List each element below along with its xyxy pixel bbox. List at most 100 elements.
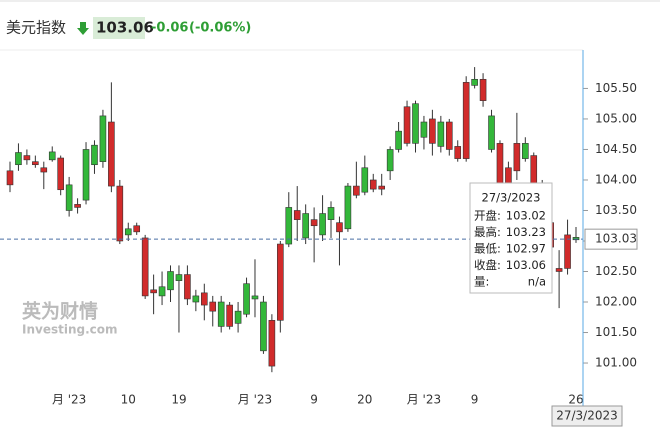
down-arrow [77, 22, 89, 35]
candle-body [445, 121, 453, 150]
candle-body [336, 222, 343, 233]
candle-body [353, 185, 360, 196]
candle-body [462, 82, 470, 159]
index-title: 美元指数 [6, 19, 66, 37]
change: -0.06 [151, 21, 188, 36]
candle-body [260, 301, 267, 352]
candle-body [32, 161, 39, 166]
candle-body [488, 115, 495, 150]
candle-body [124, 228, 132, 236]
candle-body [243, 283, 250, 315]
candle-body [530, 155, 538, 187]
candle-body [319, 213, 326, 236]
candle-body [116, 185, 124, 242]
candle-body [175, 274, 183, 281]
candle-body [209, 301, 217, 312]
tooltip-label: 量: [474, 275, 489, 289]
x-tick-label: 10 [121, 393, 136, 407]
candle-body [268, 320, 276, 367]
candle-body [150, 289, 157, 294]
candle-body [310, 219, 318, 227]
candle-body [302, 213, 309, 239]
y-tick-label: 104.50 [595, 142, 637, 156]
candle-body [99, 115, 107, 162]
tooltip-date: 27/3/2023 [482, 191, 541, 205]
candle-body [361, 167, 369, 193]
y-tick-label: 103.50 [595, 203, 637, 217]
tooltip-label: 开盘: [474, 209, 501, 223]
x-tick-label: 月 '23 [52, 393, 86, 407]
price-box [93, 17, 145, 39]
candle-body [133, 225, 141, 233]
tooltip-value: 103.23 [506, 225, 546, 239]
candle-body [386, 149, 394, 172]
candle-body [251, 295, 259, 300]
x-tick-label: 月 '23 [238, 393, 272, 407]
candle-body [167, 271, 174, 291]
price-label-box [584, 228, 638, 250]
candle-body [65, 184, 73, 211]
y-tick-label: 104.00 [595, 172, 637, 186]
candle-body [420, 121, 428, 138]
candle-body [277, 243, 284, 321]
x-tick-label: 月 '23 [407, 393, 441, 407]
candle-body [403, 106, 411, 144]
y-tick-label: 105.50 [595, 81, 637, 95]
tooltip-label: 最高: [474, 225, 501, 239]
x-tick-label: 19 [171, 393, 186, 407]
tooltip-label: 最低: [474, 242, 501, 256]
candle-body [91, 144, 98, 166]
date-label: 27/3/2023 [556, 409, 618, 423]
candle-body [184, 274, 191, 300]
candle-body [74, 204, 81, 208]
candle-body [454, 146, 462, 159]
y-tick-label: 101.50 [595, 325, 637, 339]
candle-body [141, 237, 149, 297]
candle-body [40, 167, 48, 173]
candle-body [82, 149, 90, 201]
candle-body [378, 185, 386, 190]
change-pct: (-0.06%) [189, 21, 251, 36]
candle-body [395, 130, 402, 150]
tooltip-value: 103.02 [506, 209, 546, 223]
y-tick-label: 102.50 [595, 264, 637, 278]
candle-body [57, 157, 64, 191]
candle-body [217, 301, 225, 327]
y-tick-label: 105.00 [595, 111, 637, 125]
candle-body [344, 185, 352, 230]
candle-body [513, 143, 521, 172]
candle-body [158, 286, 166, 297]
price: 103.06 [96, 19, 154, 37]
x-tick-label: 9 [310, 393, 318, 407]
watermark-cn: 英为财情 [22, 300, 98, 323]
candle-body [226, 304, 233, 327]
tooltip-value: 102.97 [506, 242, 546, 256]
candle-body [471, 78, 478, 86]
candle-body [15, 152, 22, 166]
y-tick-label: 101.00 [595, 356, 637, 370]
candle-body [369, 179, 377, 190]
tooltip-box [469, 182, 553, 294]
candle-body [234, 310, 242, 324]
candle-body [437, 121, 445, 147]
candle-body [429, 118, 436, 144]
watermark-en: Investing.com [22, 323, 118, 337]
candle-body [192, 295, 200, 303]
candle-body [479, 78, 487, 101]
candle-body [327, 207, 335, 220]
y-tick-label: 102.00 [595, 295, 637, 309]
candle-body [23, 155, 31, 161]
candle-body [293, 210, 301, 220]
x-tick-label: 20 [357, 393, 372, 407]
date-label-box [551, 405, 623, 427]
candle-body [412, 103, 419, 144]
candle-body [572, 237, 580, 241]
x-tick-label: 26 [568, 393, 583, 407]
price-label: 103.03 [595, 232, 637, 246]
candle-body [555, 268, 563, 272]
tooltip-value: n/a [528, 275, 546, 289]
candle-body [522, 143, 529, 159]
x-tick-label: 9 [471, 393, 479, 407]
candle-body [200, 292, 208, 306]
